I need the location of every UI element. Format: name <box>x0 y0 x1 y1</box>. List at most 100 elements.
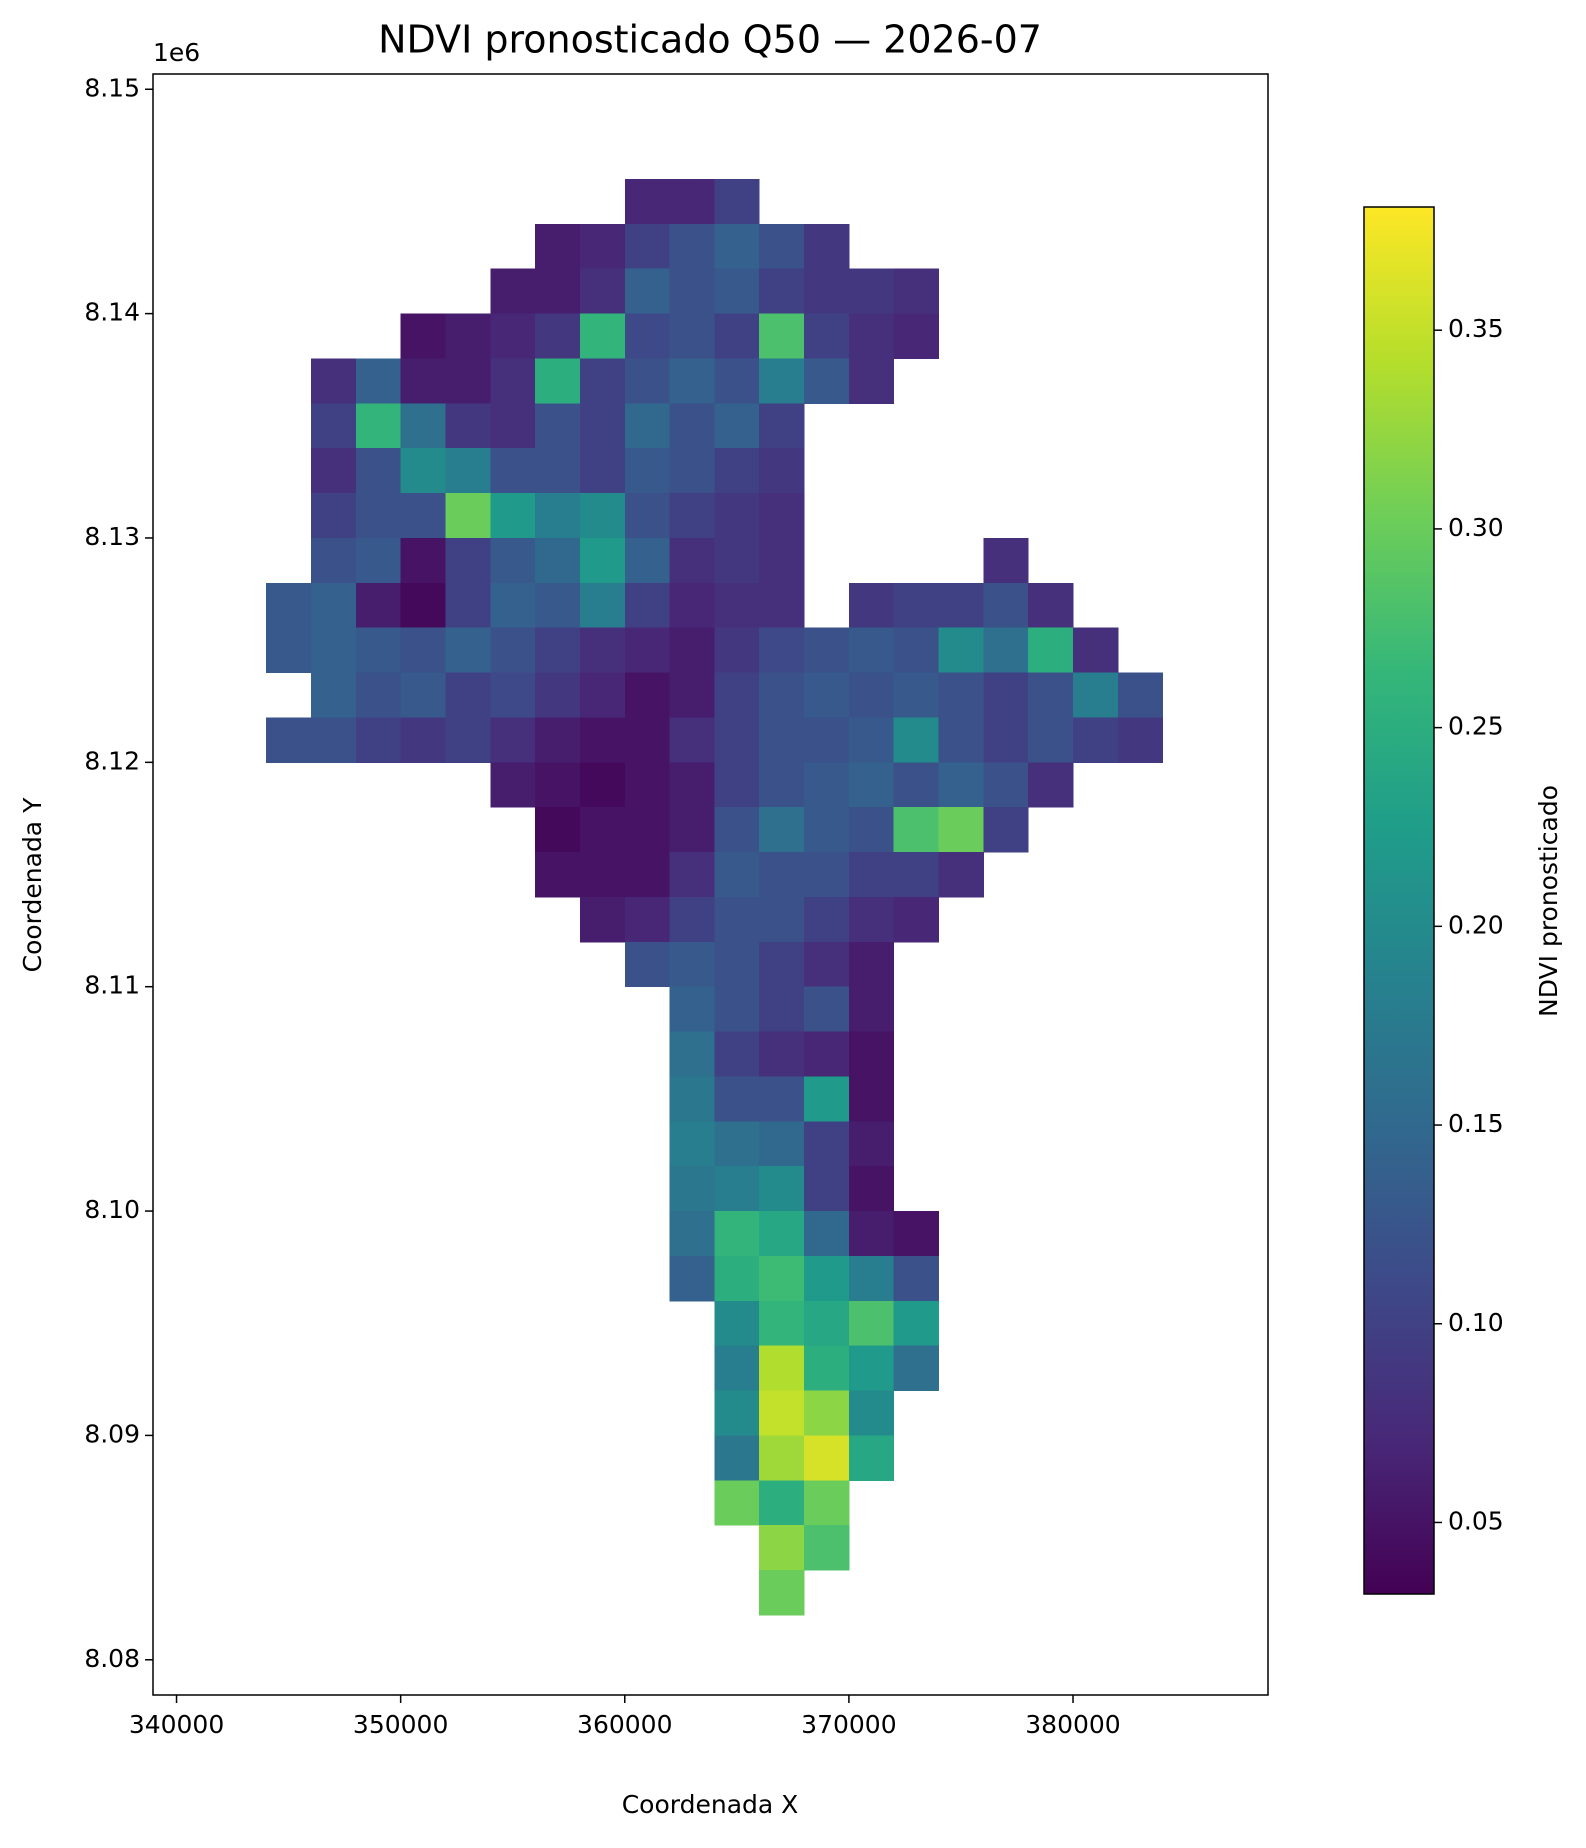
raster-cell <box>893 268 940 315</box>
raster-cell <box>938 717 984 763</box>
raster-cell <box>624 582 671 629</box>
colorbar-tick-label: 0.35 <box>1448 314 1504 343</box>
raster-cell <box>714 941 760 988</box>
raster-cell <box>804 1211 850 1257</box>
x-tick-label: 350000 <box>353 1710 448 1739</box>
raster-cell <box>579 493 626 539</box>
raster-cell <box>669 627 715 674</box>
raster-cell <box>848 1211 895 1257</box>
raster-cell <box>714 672 760 718</box>
raster-cell <box>624 179 671 225</box>
raster-cell <box>848 762 895 808</box>
raster-cell <box>848 1031 895 1077</box>
colorbar-tick-label: 0.05 <box>1448 1506 1504 1535</box>
raster-cell <box>311 672 357 718</box>
raster-cell <box>669 582 715 629</box>
raster-cell <box>624 537 671 584</box>
raster-cell <box>848 358 895 404</box>
y-tick-label: 8.10 <box>84 1195 140 1224</box>
raster-cell <box>535 493 581 539</box>
raster-cell <box>669 313 715 359</box>
raster-cell <box>714 1480 760 1526</box>
colorbar-tick-label: 0.10 <box>1448 1308 1504 1337</box>
raster-cell <box>714 493 760 539</box>
raster-cell <box>804 807 850 853</box>
raster-cell <box>714 627 760 674</box>
raster-cell <box>624 493 671 539</box>
raster-cell <box>848 1076 895 1122</box>
raster-cell <box>759 537 805 584</box>
raster-cell <box>624 672 671 718</box>
raster-cell <box>804 941 850 988</box>
raster-cell <box>848 1345 895 1392</box>
raster-cell <box>893 672 940 718</box>
x-tick-label: 380000 <box>1025 1710 1120 1739</box>
raster-cell <box>893 1255 940 1302</box>
raster-cell <box>848 313 895 359</box>
raster-cell <box>714 1031 760 1077</box>
raster-cell <box>759 582 805 629</box>
raster-cell <box>759 403 805 449</box>
raster-cell <box>759 807 805 853</box>
raster-cell <box>893 717 940 763</box>
raster-cell <box>669 807 715 853</box>
raster-cell <box>714 1211 760 1257</box>
raster-cell <box>759 1211 805 1257</box>
raster-cell <box>624 896 671 943</box>
raster-cell <box>355 582 402 629</box>
raster-cell <box>355 358 402 404</box>
raster-cell <box>848 941 895 988</box>
raster-cell <box>848 1390 895 1436</box>
colorbar-tick-label: 0.15 <box>1448 1109 1504 1138</box>
raster-cell <box>669 403 715 449</box>
raster-cell <box>714 313 760 359</box>
raster-cell <box>355 403 402 449</box>
raster-cell <box>624 807 671 853</box>
raster-cell <box>804 1525 850 1571</box>
chart-title: NDVI pronosticado Q50 — 2026-07 <box>378 18 1042 62</box>
raster-cell <box>445 717 491 763</box>
raster-cell <box>893 627 940 674</box>
raster-cell <box>714 1166 760 1212</box>
raster-cell <box>848 896 895 943</box>
raster-cell <box>266 717 312 763</box>
raster-cell <box>535 717 581 763</box>
raster-cell <box>579 313 626 359</box>
raster-cell <box>983 672 1029 718</box>
raster-cell <box>669 896 715 943</box>
raster-cell <box>579 627 626 674</box>
raster-cell <box>759 1345 805 1392</box>
raster-cell <box>669 1166 715 1212</box>
raster-cell <box>445 313 491 359</box>
raster-cell <box>490 717 536 763</box>
raster-cell <box>669 448 715 494</box>
raster-cell <box>490 537 536 584</box>
raster-cell <box>490 448 536 494</box>
raster-cell <box>714 582 760 629</box>
raster-cell <box>804 223 850 270</box>
raster-cell <box>804 1255 850 1302</box>
raster-cell <box>804 313 850 359</box>
raster-cell <box>579 896 626 943</box>
raster-cell <box>624 358 671 404</box>
raster-cell <box>938 807 984 853</box>
raster-cell <box>579 448 626 494</box>
raster-cell <box>804 268 850 315</box>
raster-cell <box>579 582 626 629</box>
raster-cell <box>714 448 760 494</box>
raster-cell <box>669 358 715 404</box>
raster-cell <box>759 268 805 315</box>
raster-cell <box>804 1076 850 1122</box>
raster-cell <box>535 807 581 853</box>
raster-cell <box>311 537 357 584</box>
raster-cell <box>311 582 357 629</box>
raster-cell <box>669 1121 715 1167</box>
raster-cell <box>983 762 1029 808</box>
raster-cell <box>445 582 491 629</box>
raster-cell <box>759 1255 805 1302</box>
raster-cell <box>624 313 671 359</box>
raster-cell <box>669 762 715 808</box>
y-tick-label: 8.15 <box>84 73 140 102</box>
raster-cell <box>445 537 491 584</box>
raster-cell <box>759 1525 805 1571</box>
